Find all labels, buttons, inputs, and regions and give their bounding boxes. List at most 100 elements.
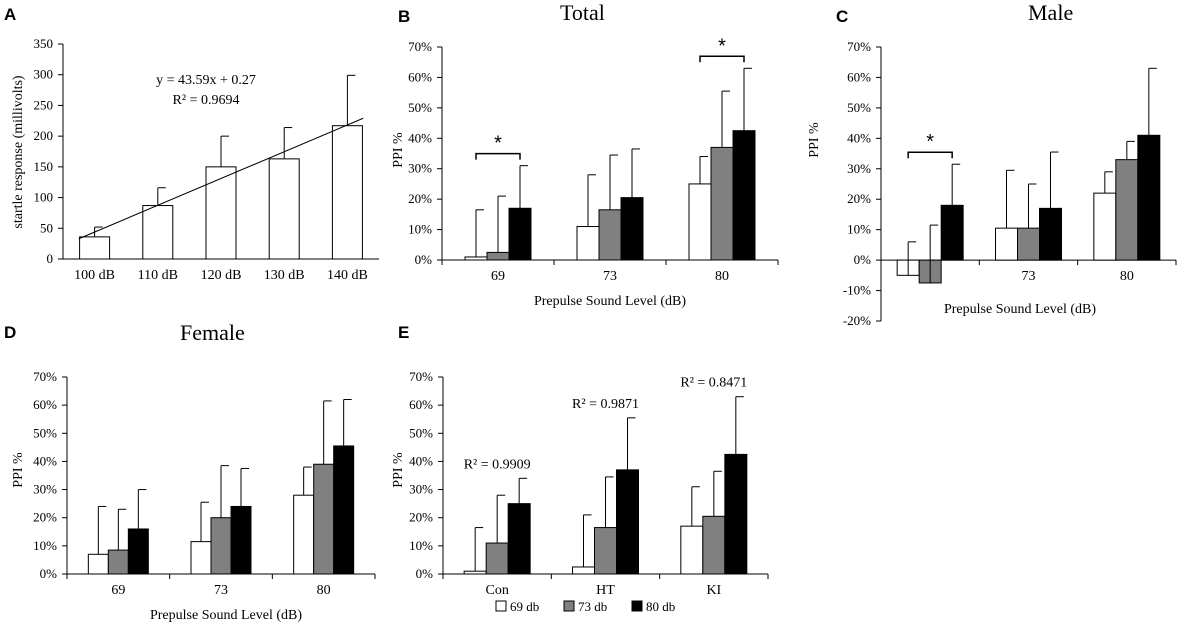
r-squared-label: R² = 0.8471 [680,376,747,391]
bar-73-db [594,527,617,575]
bar-69-db [576,226,600,261]
y-tick-label: 250 [34,97,54,112]
chart-title: Female [180,320,245,345]
bar-69-db [680,525,704,575]
y-tick-label: 10% [408,222,432,237]
y-tick-label: 40% [409,453,433,468]
y-tick-label: 40% [33,453,57,468]
chart-title: Male [1028,0,1073,25]
y-tick-label: 60% [408,69,432,84]
panel-c: C Male -20% -10% 0% 10% 20% 30% 40% 50% 60% 70% PPI … [807,0,1177,328]
panel-letter-a: A [4,5,16,24]
bar-80-db [333,445,355,575]
legend-label: 80 db [646,599,675,614]
bar-69-db [190,541,212,575]
y-tick-label: 20% [33,510,57,525]
bar-startle-response [142,205,174,260]
bar-80-db [1137,134,1161,261]
chart-title: Total [560,0,605,25]
x-axis-label: Prepulse Sound Level (dB) [534,294,686,309]
x-axis-label: Prepulse Sound Level (dB) [944,302,1096,317]
x-category-label: 73 [214,583,228,598]
trendline-equation: y = 43.59x + 0.27 [156,73,256,88]
y-tick-label: 30% [847,161,871,176]
y-tick-label: 10% [409,538,433,553]
y-tick-label: 20% [408,191,432,206]
bar-80-db [732,130,756,261]
bar-69-db [572,566,595,575]
x-category-label: 120 dB [201,268,242,283]
panel-a: A 0 50 100 150 200 250 300 350 startle response (… [4,5,379,283]
y-tick-label: 50% [408,100,432,115]
y-axis-label: PPI % [391,452,406,488]
x-category-label: 80 [317,583,331,598]
r-squared-label: R² = 0.9871 [572,397,639,412]
panel-letter-e: E [398,323,409,342]
r-squared-label: R² = 0.9909 [464,457,531,472]
significance-bracket [475,152,521,160]
y-tick-label: 10% [847,222,871,237]
legend-label: 69 db [510,599,539,614]
y-tick-label: 0% [40,566,58,581]
x-category-label: 73 [603,269,617,284]
y-tick-label: 20% [409,510,433,525]
y-axis-label: PPI % [391,132,406,168]
panel-b: B Total 0% 10% 20% 30% 40% 50% 60% 70% PPI % Prepul… [391,0,779,309]
bar-73-db [486,251,510,261]
y-tick-label: 70% [847,39,871,54]
y-tick-label: 200 [34,128,54,143]
panel-e: E 0% 10% 20% 30% 40% 50% 60% 70% PPI % Con HT KI R² =… [391,323,769,614]
y-tick-label: 150 [34,159,54,174]
legend-label: 73 db [578,599,607,614]
bar-69-db [87,553,109,575]
x-category-label: 73 [1022,269,1036,284]
x-category-label: HT [596,583,615,598]
bar-80-db [724,453,748,575]
legend-swatch [631,600,643,612]
bar-80-db [508,207,532,261]
bar-69-db [995,227,1018,261]
bar-69-db [1093,192,1117,261]
x-category-label: 69 [111,583,125,598]
bar-startle-response [205,166,237,260]
bar-73-db [107,549,129,575]
y-tick-label: 350 [34,36,54,51]
bar-80-db [127,528,149,575]
bar-73-db [485,542,509,575]
bar-startle-response [268,158,300,260]
y-tick-label: 30% [409,482,433,497]
y-tick-label: 0 [47,251,54,266]
bar-80-db [620,197,644,261]
y-tick-label: 60% [847,69,871,84]
bar-startle-response [331,125,363,260]
bar-80-db [507,503,531,575]
x-category-label: 69 [491,269,505,284]
bar-80-db [940,204,964,261]
y-tick-label: 50% [409,425,433,440]
y-tick-label: 20% [847,191,871,206]
panel-letter-d: D [4,323,16,342]
r-squared-label: R² = 0.9694 [173,93,240,108]
x-category-label: KI [706,583,721,598]
x-category-label: 80 [715,269,729,284]
bar-startle-response [79,236,111,260]
y-tick-label: 0% [416,566,434,581]
significance-bracket [907,151,953,159]
bar-69-db [688,183,712,261]
y-tick-label: 50 [40,220,53,235]
bar-73-db [210,517,232,575]
y-tick-label: 70% [33,369,57,384]
bar-69-db [464,256,488,261]
bar-73-db [1115,159,1139,261]
significance-bracket [699,55,745,63]
significance-star: * [926,131,934,153]
bar-73-db [1017,227,1040,261]
bar-73-db [313,463,335,575]
y-tick-label: 30% [408,161,432,176]
y-tick-label: 300 [34,67,54,82]
panel-d: D Female 0% 10% 20% 30% 40% 50% 60% 70% PPI % Prepu… [4,320,376,623]
y-tick-label: 40% [408,130,432,145]
x-category-label: Con [485,583,508,598]
panel-letter-b: B [398,7,410,26]
